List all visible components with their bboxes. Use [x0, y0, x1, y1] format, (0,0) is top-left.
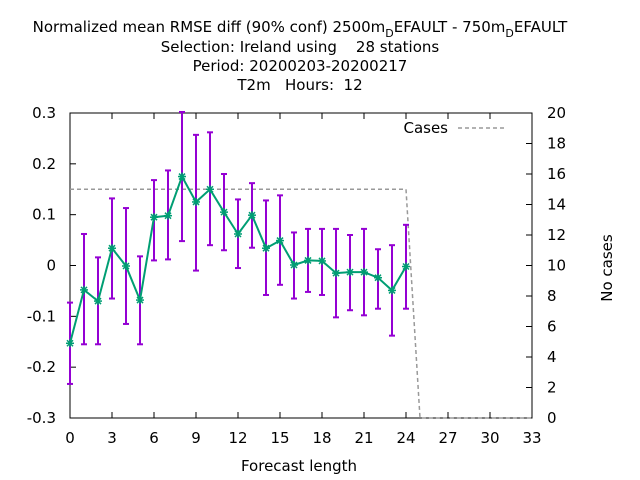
data-point	[374, 273, 382, 282]
y-tick-label: -0.1	[27, 307, 56, 325]
cases-line	[70, 188, 532, 419]
y2-axis-label: No cases	[598, 234, 616, 302]
y2-tick-label: 0	[547, 409, 557, 427]
y2-tick-label: 8	[547, 287, 557, 305]
x-tick-label: 30	[480, 429, 499, 447]
data-point	[402, 262, 410, 271]
y-axis-right: 0 2 4 6 8 10 12 14 16 18 20	[526, 104, 566, 427]
data-point	[234, 229, 242, 238]
legend-label-cases: Cases	[403, 119, 448, 137]
chart-title-line-1: Normalized mean RMSE diff (90% conf) 250…	[33, 18, 568, 40]
data-point	[248, 211, 256, 220]
y2-tick-label: 12	[547, 226, 566, 244]
data-point	[192, 197, 200, 206]
chart-title-line-4: T2m Hours: 12	[236, 76, 362, 94]
data-point	[66, 339, 74, 348]
data-point	[346, 268, 354, 277]
data-point	[332, 269, 340, 278]
y-axis-left: -0.3 -0.2 -0.1 0 0.1 0.2 0.3	[27, 104, 76, 427]
error-bars	[67, 110, 409, 385]
data-point	[318, 256, 326, 265]
data-point	[388, 286, 396, 295]
data-point	[150, 213, 158, 222]
y2-tick-label: 20	[547, 104, 566, 122]
legend: Cases	[403, 119, 504, 137]
y2-tick-label: 10	[547, 257, 566, 275]
rmse-series	[66, 172, 410, 348]
data-point	[136, 296, 144, 305]
data-point	[94, 297, 102, 306]
data-point	[206, 185, 214, 194]
x-axis: 0 3 6 9 12 15 18 21 24 27 30 33	[65, 113, 542, 447]
data-point	[304, 256, 312, 265]
x-tick-label: 0	[65, 429, 75, 447]
y-tick-label: -0.3	[27, 409, 56, 427]
x-tick-label: 21	[354, 429, 373, 447]
data-point	[122, 262, 130, 271]
data-point	[164, 211, 172, 220]
data-point	[290, 260, 298, 269]
y-tick-label: 0	[46, 257, 56, 275]
y2-tick-label: 16	[547, 165, 566, 183]
y2-tick-label: 6	[547, 318, 557, 336]
x-axis-label: Forecast length	[241, 457, 357, 475]
x-tick-label: 12	[228, 429, 247, 447]
data-point	[360, 268, 368, 277]
x-tick-label: 27	[438, 429, 457, 447]
y-tick-label: 0.3	[32, 104, 56, 122]
x-tick-label: 24	[396, 429, 415, 447]
chart-title: Normalized mean RMSE diff (90% conf) 250…	[33, 18, 568, 94]
y2-tick-label: 2	[547, 379, 557, 397]
y2-tick-label: 14	[547, 196, 566, 214]
x-tick-label: 33	[522, 429, 541, 447]
chart-title-line-2: Selection: Ireland using 28 stations	[161, 38, 440, 56]
y-tick-label: 0.2	[32, 155, 56, 173]
x-tick-label: 9	[191, 429, 201, 447]
data-point	[108, 244, 116, 253]
y2-tick-label: 4	[547, 348, 557, 366]
x-tick-label: 6	[149, 429, 159, 447]
y-tick-label: -0.2	[27, 358, 56, 376]
data-point	[178, 172, 186, 181]
x-tick-label: 3	[107, 429, 117, 447]
cases-series	[70, 188, 532, 419]
data-point	[276, 236, 284, 245]
x-tick-label: 15	[270, 429, 289, 447]
chart-title-line-3: Period: 20200203-20200217	[193, 57, 408, 75]
data-point	[262, 244, 270, 253]
y2-tick-label: 18	[547, 135, 566, 153]
data-point	[80, 285, 88, 294]
y-tick-label: 0.1	[32, 206, 56, 224]
x-tick-label: 18	[312, 429, 331, 447]
data-point	[220, 208, 228, 217]
